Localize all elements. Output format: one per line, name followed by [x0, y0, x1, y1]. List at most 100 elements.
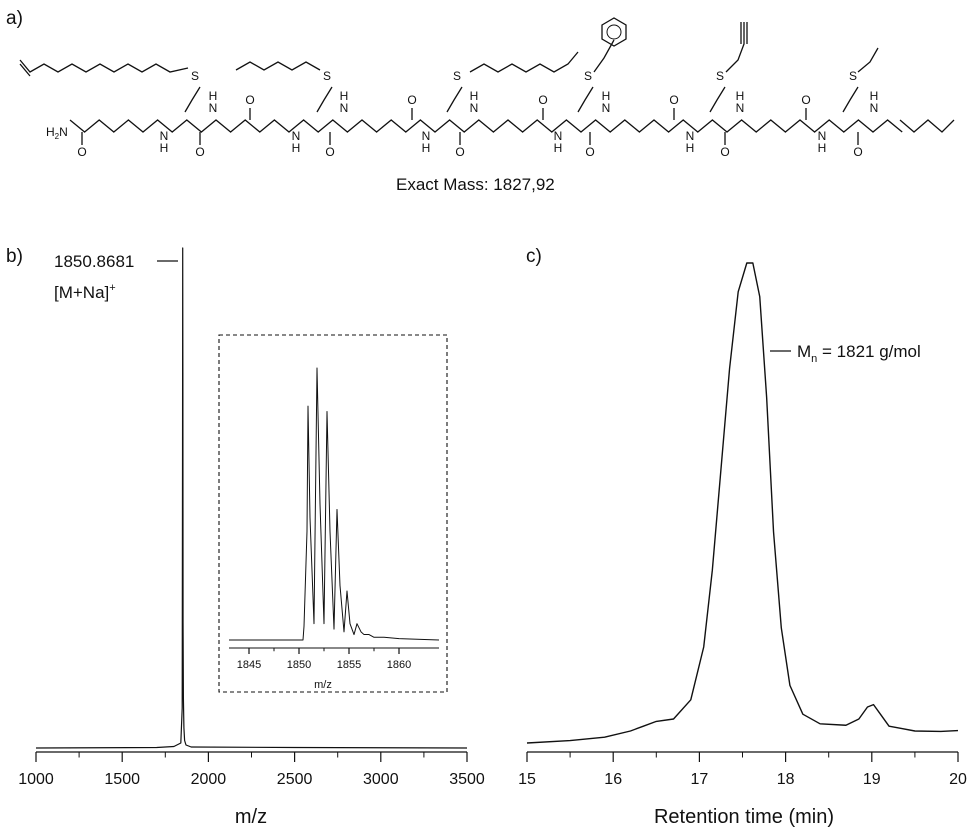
carbonyl-oxygen: O	[77, 145, 86, 159]
amide-nitrogen: N	[209, 101, 218, 115]
panel-c-mn-symbol: M	[797, 342, 811, 361]
molecule-atoms: O O O O O O OO O O O ONHNHNHNHNHNHHNHNHNHNHNHNH2NS…	[46, 69, 878, 159]
carbamate-oxygen: O	[245, 93, 254, 107]
exact-mass-label: Exact Mass: 1827,92	[396, 175, 555, 194]
amine-n: N	[59, 125, 68, 139]
thioether-sulfur: S	[849, 69, 857, 83]
panel-b-ion-label: [M+Na]+	[54, 282, 116, 302]
panel-b-inset-x-ticks: 1845 1850 1855 1860	[237, 648, 411, 671]
amide-hydrogen: H	[554, 141, 563, 155]
octyl-chain	[469, 51, 579, 73]
benzene-ring	[601, 17, 627, 47]
panel-c-mn-value: = 1821 g/mol	[817, 342, 921, 361]
propargyl-chain	[725, 22, 745, 73]
panel-b-inset-frame	[218, 334, 448, 693]
panel-b-inset-x-axis-title: m/z	[314, 679, 332, 691]
panel-c-x-ticks: 15 16 17 18 19 20	[518, 752, 967, 788]
backbone-chain	[69, 119, 903, 133]
undecenyl-chain	[19, 59, 189, 73]
amide-nitrogen: N	[870, 101, 879, 115]
side-chain	[577, 86, 594, 113]
panel-b-peak-label: 1850.8681	[54, 252, 134, 271]
thioether-sulfur: S	[453, 69, 461, 83]
panel-b-inset-x-tick-label-1860: 1860	[387, 659, 411, 671]
panel-b-inset-spectrum-line	[229, 367, 440, 641]
panel-b-x-tick-label-2000: 2000	[191, 771, 227, 788]
amide-hydrogen: H	[602, 89, 611, 103]
side-chain	[842, 86, 859, 113]
hexyl-chain	[235, 61, 321, 71]
carbonyl-oxygen: O	[325, 145, 334, 159]
panel-a-structure: a) O O O O O O OO O O O ONHNHNHNHNHNHHNHNHNHNHNHNH…	[6, 8, 955, 194]
panel-b-inset-x-tick-label-1845: 1845	[237, 659, 261, 671]
panel-c-x-axis-title: Retention time (min)	[654, 806, 834, 828]
panel-b-spectrum-line	[35, 247, 468, 749]
amide-hydrogen: H	[209, 89, 218, 103]
amide-nitrogen: N	[160, 129, 169, 143]
amide-nitrogen: N	[686, 129, 695, 143]
amide-hydrogen: H	[470, 89, 479, 103]
thioether-sulfur: S	[323, 69, 331, 83]
amide-nitrogen: N	[736, 101, 745, 115]
side-chain	[184, 86, 201, 113]
butyl-chain	[899, 119, 955, 133]
panel-b-x-ticks: 1000 1500 2000 2500 3000 3500	[18, 752, 485, 788]
amide-hydrogen: H	[340, 89, 349, 103]
panel-b-x-tick-label-2500: 2500	[277, 771, 313, 788]
amide-hydrogen: H	[686, 141, 695, 155]
panel-c-mn-subscript: n	[811, 353, 817, 365]
carbamate-oxygen: O	[801, 93, 810, 107]
amine-terminal: H2N	[46, 125, 68, 141]
side-chain	[316, 86, 333, 113]
side-chain	[709, 86, 726, 113]
amide-nitrogen: N	[292, 129, 301, 143]
amide-nitrogen: N	[602, 101, 611, 115]
panel-c-x-tick-label-19: 19	[863, 771, 881, 788]
panel-b-x-tick-label-1500: 1500	[104, 771, 140, 788]
panel-c-label: c)	[526, 246, 542, 267]
amide-nitrogen: N	[818, 129, 827, 143]
panel-c-x-tick-label-15: 15	[518, 771, 536, 788]
amide-nitrogen: N	[554, 129, 563, 143]
carbonyl-oxygen: O	[455, 145, 464, 159]
thioether-sulfur: S	[716, 69, 724, 83]
panel-c-x-tick-label-18: 18	[777, 771, 795, 788]
panel-c-trace-group	[526, 262, 959, 744]
panel-b-x-tick-label-1000: 1000	[18, 771, 54, 788]
panel-b-x-tick-label-3500: 3500	[449, 771, 485, 788]
carbamate-oxygen: O	[407, 93, 416, 107]
panel-b-label: b)	[6, 246, 23, 267]
alkene-bond	[19, 63, 31, 77]
panel-b-inset-trace-group	[229, 367, 440, 641]
panel-c-x-tick-label-17: 17	[691, 771, 709, 788]
amine-h: H	[46, 125, 55, 139]
panel-c-sec-line	[526, 262, 959, 744]
panel-b-inset-x-tick-label-1850: 1850	[287, 659, 311, 671]
amide-nitrogen: N	[470, 101, 479, 115]
ethyl-chain	[857, 47, 879, 73]
thioether-sulfur: S	[191, 69, 199, 83]
amide-nitrogen: N	[340, 101, 349, 115]
panel-b-mass-spectrum: b) 1000 1500 2000 2500 3000 3500 m/z 1850.868…	[6, 246, 485, 828]
thioether-sulfur: S	[584, 69, 592, 83]
carbonyl-oxygen: O	[585, 145, 594, 159]
panel-b-inset-x-tick-label-1855: 1855	[337, 659, 361, 671]
carbonyl-oxygen: O	[195, 145, 204, 159]
panel-c-x-tick-label-20: 20	[949, 771, 967, 788]
panel-c-mn-label: Mn = 1821 g/mol	[797, 342, 921, 365]
panel-b-trace-group	[35, 247, 468, 749]
amine-sub: 2	[55, 132, 60, 141]
amide-hydrogen: H	[870, 89, 879, 103]
panel-b-x-tick-label-3000: 3000	[363, 771, 399, 788]
molecule-skeleton	[19, 17, 955, 145]
benzyl-linker	[593, 39, 615, 73]
panel-c-sec-trace: c) 15 16 17 18 19 20 Retention time (min) Mn …	[518, 246, 967, 828]
panel-b-x-axis-title: m/z	[235, 806, 267, 828]
panel-a-label: a)	[6, 8, 23, 29]
carbonyl-oxygen: O	[853, 145, 862, 159]
panel-c-x-tick-label-16: 16	[604, 771, 622, 788]
benzene-aromatic-circle	[606, 24, 622, 40]
amide-hydrogen: H	[292, 141, 301, 155]
side-chain	[446, 86, 463, 113]
